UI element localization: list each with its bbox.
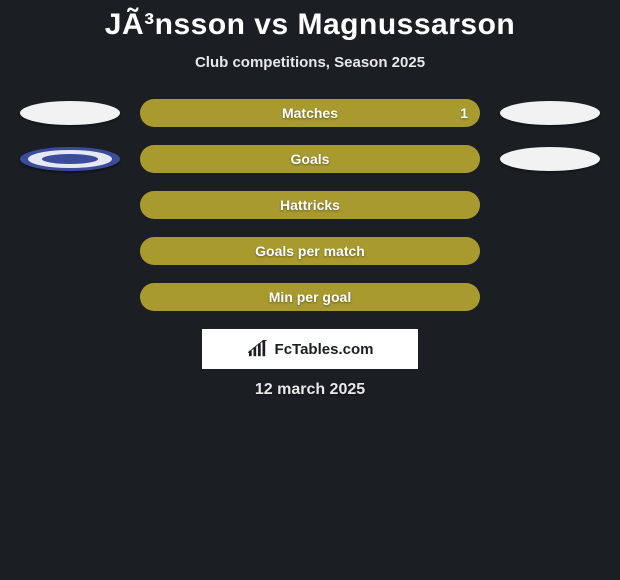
stat-label: Goals bbox=[140, 151, 480, 167]
stat-row: Matches 1 bbox=[0, 99, 620, 127]
branding-text: FcTables.com bbox=[275, 341, 374, 358]
stat-bar: Min per goal bbox=[140, 283, 480, 311]
stat-label: Hattricks bbox=[140, 197, 480, 213]
right-club-badge bbox=[500, 191, 600, 219]
left-club-badge bbox=[20, 283, 120, 311]
stat-bar: Goals bbox=[140, 145, 480, 173]
right-club-badge bbox=[500, 145, 600, 173]
left-club-badge bbox=[20, 237, 120, 265]
stat-row: Goals bbox=[0, 145, 620, 173]
right-club-badge bbox=[500, 237, 600, 265]
chart-icon bbox=[247, 340, 269, 358]
stat-bar: Goals per match bbox=[140, 237, 480, 265]
right-club-badge bbox=[500, 283, 600, 311]
page-title: JÃ³nsson vs Magnussarson bbox=[0, 8, 620, 42]
stat-bar: Hattricks bbox=[140, 191, 480, 219]
stat-row: Min per goal bbox=[0, 283, 620, 311]
right-club-badge bbox=[500, 99, 600, 127]
stat-row: Hattricks bbox=[0, 191, 620, 219]
subtitle: Club competitions, Season 2025 bbox=[0, 54, 620, 71]
stat-rows: Matches 1 Goals Hattricks bbox=[0, 99, 620, 311]
stat-right-value: 1 bbox=[460, 105, 468, 121]
date-text: 12 march 2025 bbox=[0, 381, 620, 399]
stat-bar: Matches 1 bbox=[140, 99, 480, 127]
left-club-badge bbox=[20, 145, 120, 173]
stat-label: Min per goal bbox=[140, 289, 480, 305]
branding-badge: FcTables.com bbox=[202, 329, 418, 369]
stat-row: Goals per match bbox=[0, 237, 620, 265]
stat-label: Goals per match bbox=[140, 243, 480, 259]
left-club-badge bbox=[20, 191, 120, 219]
left-club-badge bbox=[20, 99, 120, 127]
stat-label: Matches bbox=[140, 105, 480, 121]
